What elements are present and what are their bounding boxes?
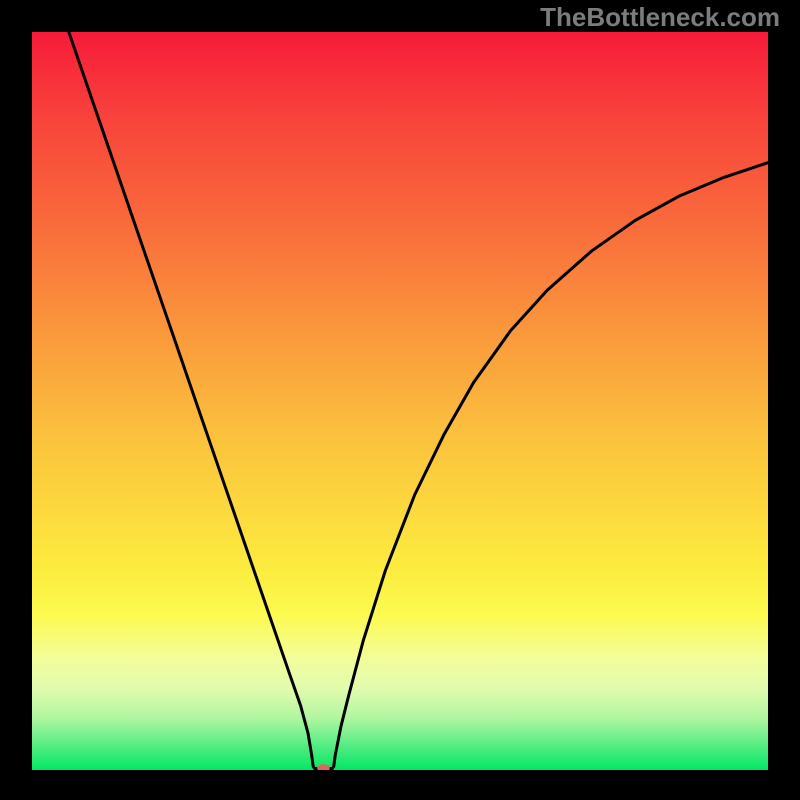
bottleneck-chart (32, 32, 768, 770)
chart-frame: TheBottleneck.com (0, 0, 800, 800)
gradient-background (32, 32, 768, 770)
plot-area (32, 32, 768, 770)
watermark-text: TheBottleneck.com (540, 2, 780, 33)
